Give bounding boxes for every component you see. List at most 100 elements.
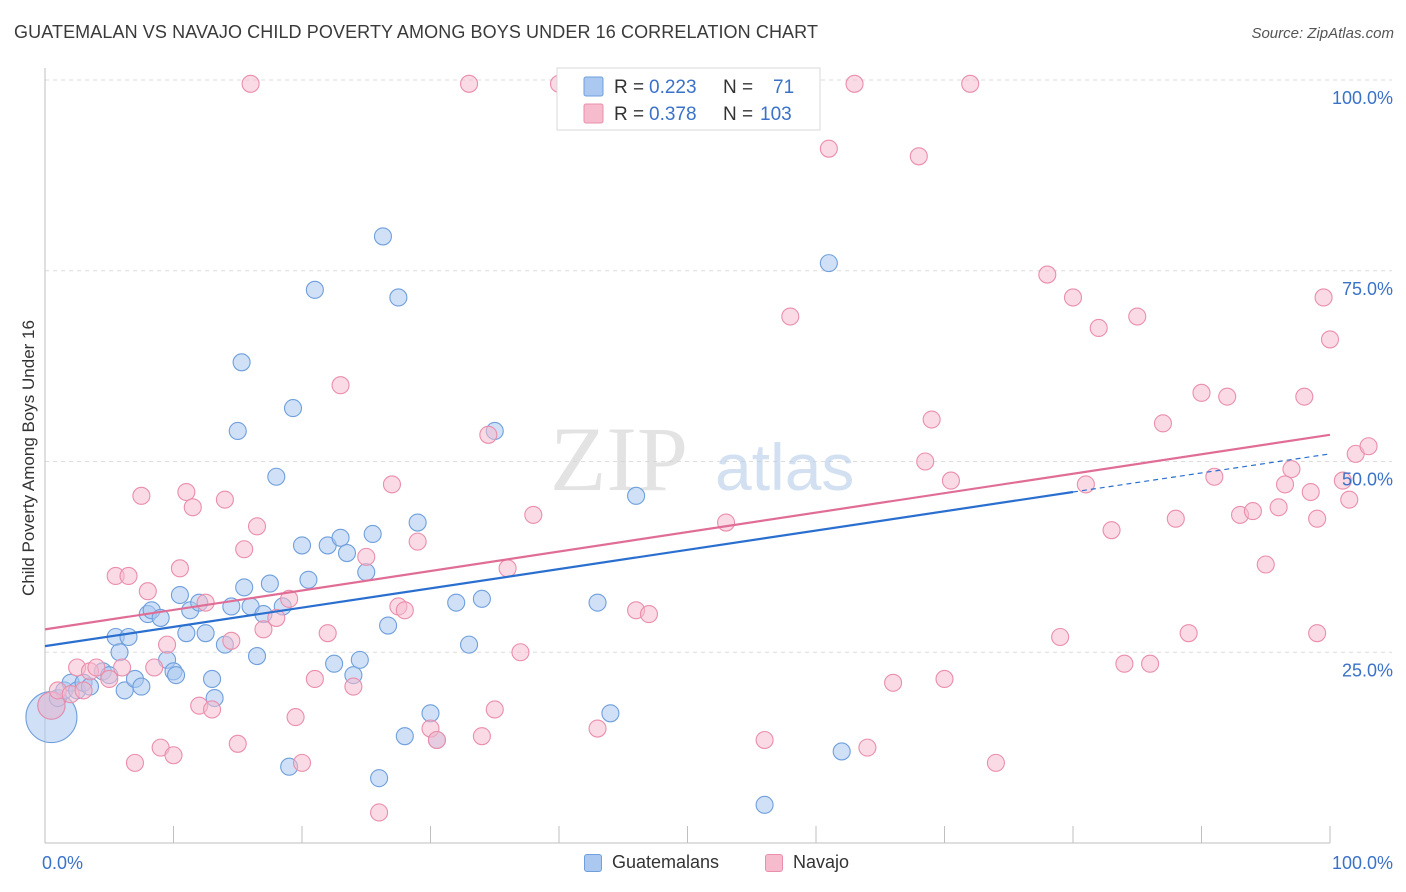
point-navajo-53 <box>524 505 543 524</box>
point-navajo-55 <box>588 719 607 738</box>
point-guatemalans-11 <box>110 643 129 662</box>
point-guatemalans-65 <box>588 593 607 612</box>
point-navajo-102 <box>1359 437 1378 456</box>
point-navajo-35 <box>305 669 324 689</box>
watermark-atlas: atlas <box>715 430 854 504</box>
point-guatemalans-33 <box>235 578 254 597</box>
point-navajo-41 <box>382 475 402 494</box>
gridlines <box>45 79 1392 653</box>
point-guatemalans-15 <box>132 677 151 696</box>
point-navajo-44 <box>408 532 427 551</box>
point-guatemalans-23 <box>177 624 196 643</box>
point-guatemalans-56 <box>389 288 408 307</box>
point-navajo-88 <box>1243 502 1262 521</box>
point-navajo-73 <box>1051 627 1070 647</box>
point-guatemalans-35 <box>247 647 267 666</box>
point-navajo-66 <box>916 452 935 471</box>
point-navajo-17 <box>164 746 183 765</box>
legend-r-label-1: R = <box>614 104 644 125</box>
point-guatemalans-54 <box>373 227 393 246</box>
point-navajo-59 <box>755 730 774 750</box>
point-navajo-80 <box>1141 654 1160 673</box>
point-navajo-68 <box>935 669 954 689</box>
series-legend: Guatemalans Navajo <box>0 850 1406 880</box>
point-navajo-78 <box>1115 654 1134 673</box>
point-navajo-82 <box>1166 509 1185 528</box>
point-guatemalans-42 <box>292 536 312 555</box>
point-navajo-16 <box>158 635 177 654</box>
point-navajo-50 <box>485 700 504 719</box>
point-navajo-25 <box>222 631 241 650</box>
source-label: Source: ZipAtlas.com <box>1251 25 1394 42</box>
point-navajo-12 <box>132 486 151 505</box>
point-navajo-75 <box>1076 475 1095 494</box>
point-guatemalans-59 <box>421 704 440 723</box>
point-guatemalans-41 <box>283 399 303 418</box>
point-navajo-70 <box>961 74 980 93</box>
point-guatemalans-22 <box>170 585 189 605</box>
point-navajo-31 <box>267 608 286 627</box>
point-navajo-90 <box>1269 498 1288 517</box>
legend-r-value-0: 0.223 <box>649 77 697 98</box>
legend-swatch-navajo <box>583 103 604 124</box>
point-guatemalans-55 <box>379 616 398 635</box>
point-navajo-4 <box>74 681 93 700</box>
watermark-zip: ZIP <box>550 408 688 510</box>
point-navajo-20 <box>183 498 202 517</box>
point-navajo-48 <box>472 727 491 746</box>
point-guatemalans-48 <box>337 544 357 563</box>
point-navajo-65 <box>909 147 928 166</box>
point-navajo-36 <box>318 624 337 643</box>
y-tick-label-3: 100.0% <box>1332 88 1393 108</box>
point-navajo-27 <box>235 540 254 559</box>
point-navajo-101 <box>1308 624 1327 643</box>
point-navajo-14 <box>145 658 164 677</box>
point-guatemalans-32 <box>232 353 251 372</box>
trend-line-navajo <box>44 433 1331 631</box>
point-navajo-30 <box>254 620 273 639</box>
legend-n-label-0: N = <box>723 77 753 98</box>
point-guatemalans-61 <box>447 593 466 612</box>
point-navajo-46 <box>427 730 446 750</box>
point-navajo-7 <box>100 669 119 689</box>
point-navajo-13 <box>138 582 157 601</box>
point-guatemalans-18 <box>151 608 170 627</box>
point-navajo-98 <box>1340 490 1359 509</box>
point-navajo-74 <box>1063 288 1083 307</box>
point-navajo-85 <box>1205 467 1224 486</box>
point-navajo-61 <box>819 139 838 158</box>
point-navajo-24 <box>215 490 234 509</box>
legend-item-navajo[interactable]: Navajo <box>765 852 849 873</box>
point-navajo-79 <box>1128 307 1147 326</box>
legend-r-value-1: 0.378 <box>649 104 697 125</box>
point-navajo-51 <box>498 559 517 578</box>
point-guatemalans-53 <box>370 769 389 788</box>
point-navajo-33 <box>286 708 305 727</box>
point-navajo-32 <box>280 589 299 608</box>
legend-n-label-1: N = <box>723 104 753 125</box>
legend-item-guatemalans[interactable]: Guatemalans <box>584 852 719 873</box>
point-navajo-52 <box>511 643 530 662</box>
point-navajo-95 <box>1314 288 1333 307</box>
point-guatemalans-58 <box>408 513 427 532</box>
point-guatemalans-46 <box>325 654 344 673</box>
point-guatemalans-51 <box>357 563 376 582</box>
point-navajo-93 <box>1301 482 1320 502</box>
point-navajo-23 <box>203 700 222 719</box>
axis-labels: 25.0% 50.0% 75.0% 100.0% 0.0% 100.0% Child Pov… <box>19 88 1393 873</box>
point-navajo-47 <box>459 74 479 93</box>
point-navajo-62 <box>845 74 864 93</box>
legend-label-navajo: Navajo <box>793 852 850 872</box>
point-navajo-34 <box>292 753 312 772</box>
point-guatemalans-37 <box>260 574 279 593</box>
legend-r-label-0: R = <box>614 77 644 98</box>
point-navajo-26 <box>228 734 247 753</box>
point-navajo-76 <box>1089 318 1108 338</box>
point-navajo-9 <box>113 658 132 677</box>
point-navajo-57 <box>639 605 659 624</box>
point-guatemalans-62 <box>459 635 479 654</box>
point-navajo-38 <box>344 677 363 696</box>
point-navajo-86 <box>1218 387 1237 406</box>
point-navajo-43 <box>395 601 414 620</box>
point-navajo-40 <box>370 803 389 822</box>
